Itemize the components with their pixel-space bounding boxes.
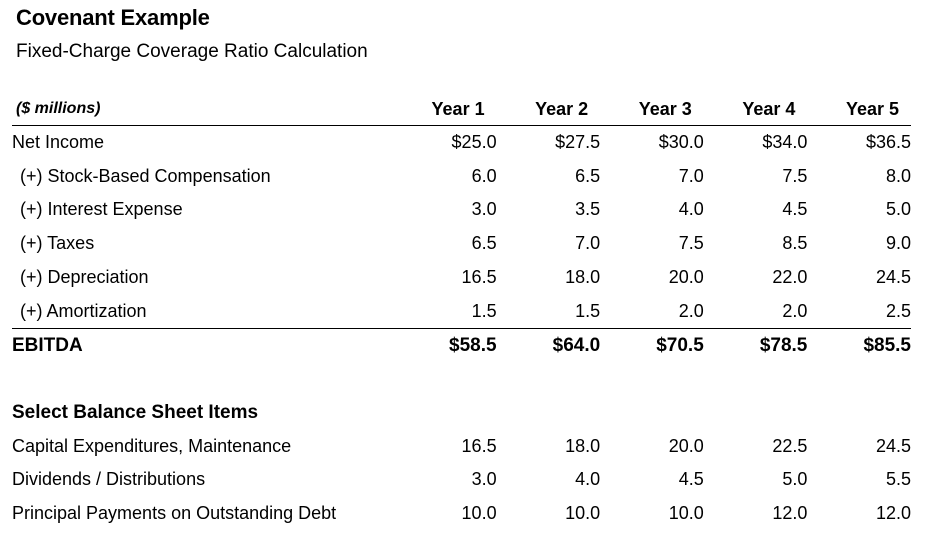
cell-value: 10.0 — [668, 503, 704, 524]
section-title: Select Balance Sheet Items — [12, 401, 259, 423]
table-row: (+) Interest Expense 3.0 3.5 4.0 4.5 5.0 — [12, 193, 911, 227]
cell-value: 4.5 — [782, 199, 808, 220]
units-label: ($ millions) — [12, 93, 393, 126]
cell-value: 3.5 — [575, 199, 601, 220]
table-row: (+) Amortization 1.5 1.5 2.0 2.0 2.5 — [12, 295, 911, 329]
cell-value: 3.0 — [471, 199, 497, 220]
section-heading-row: Select Balance Sheet Items — [12, 396, 911, 430]
row-label: Capital Expenditures, Maintenance — [12, 435, 292, 456]
cell-value: 1.5 — [575, 300, 601, 321]
cell-value: 6.5 — [471, 233, 497, 254]
cell-value: 18.0 — [565, 435, 601, 456]
total-value: $58.5 — [393, 328, 497, 363]
cell-value: 4.5 — [678, 469, 704, 490]
year-header: Year 4 — [703, 93, 808, 126]
row-label: (+) Taxes — [20, 233, 95, 254]
cell-value: 16.5 — [461, 266, 497, 287]
row-label: Principal Payments on Outstanding Debt — [12, 503, 337, 524]
total-value: $64.0 — [496, 328, 601, 363]
cell-value: 12.0 — [875, 503, 911, 524]
cell-value: 2.5 — [885, 300, 911, 321]
table-row: Principal Payments on Outstanding Debt 1… — [12, 497, 911, 531]
cell-value: 20.0 — [668, 266, 704, 287]
spacer-row — [12, 363, 911, 396]
cell-value: 4.0 — [678, 199, 704, 220]
cell-value: 5.5 — [885, 469, 911, 490]
cell-value: 7.5 — [678, 233, 704, 254]
cell-value: 4.0 — [575, 469, 601, 490]
table-row: Net Income $25.0 $27.5 $30.0 $34.0 $36.5 — [12, 126, 911, 160]
table-row: (+) Taxes 6.5 7.0 7.5 8.5 9.0 — [12, 227, 911, 261]
cell-value: 20.0 — [668, 435, 704, 456]
table-row: Dividends / Distributions 3.0 4.0 4.5 5.… — [12, 463, 911, 497]
cell-value: 7.0 — [678, 165, 704, 186]
row-label: (+) Depreciation — [20, 266, 149, 287]
cell-value: 7.0 — [575, 233, 601, 254]
row-label: Dividends / Distributions — [12, 469, 206, 490]
row-label: Net Income — [12, 132, 105, 152]
cell-value: 2.0 — [782, 300, 808, 321]
cell-value: 6.0 — [471, 165, 497, 186]
cell-value: 2.0 — [678, 300, 704, 321]
cell-value: $25.0 — [451, 132, 497, 152]
page-subtitle: Fixed-Charge Coverage Ratio Calculation — [16, 41, 368, 62]
cell-value: 6.5 — [575, 165, 601, 186]
cell-value: 9.0 — [885, 233, 911, 254]
cell-value: 8.5 — [782, 233, 808, 254]
table-row: Capital Expenditures, Maintenance 16.5 1… — [12, 430, 911, 464]
total-value: $85.5 — [807, 328, 911, 363]
row-label: (+) Interest Expense — [20, 199, 183, 220]
cell-value: 5.0 — [782, 469, 808, 490]
cell-value: 22.5 — [772, 435, 808, 456]
table-row: (+) Depreciation 16.5 18.0 20.0 22.0 24.… — [12, 261, 911, 295]
total-value: $70.5 — [600, 328, 704, 363]
cell-value: 10.0 — [565, 503, 601, 524]
cell-value: 8.0 — [885, 165, 911, 186]
table-row: (+) Stock-Based Compensation 6.0 6.5 7.0… — [12, 160, 911, 194]
ebitda-total-row: EBITDA $58.5 $64.0 $70.5 $78.5 $85.5 — [12, 328, 911, 363]
cell-value: 18.0 — [565, 266, 601, 287]
year-header: Year 3 — [600, 93, 704, 126]
cell-value: $27.5 — [555, 132, 601, 152]
cell-value: $34.0 — [762, 132, 808, 152]
row-label: (+) Amortization — [20, 300, 147, 321]
row-label: EBITDA — [12, 328, 393, 363]
year-header: Year 1 — [393, 93, 497, 126]
cell-value: $30.0 — [658, 132, 704, 152]
page-title: Covenant Example — [16, 5, 210, 30]
year-header: Year 5 — [807, 93, 911, 126]
total-value: $78.5 — [703, 328, 808, 363]
cell-value: 5.0 — [885, 199, 911, 220]
year-header: Year 2 — [496, 93, 601, 126]
cell-value: 24.5 — [875, 266, 911, 287]
cell-value: 22.0 — [772, 266, 808, 287]
cell-value: 3.0 — [471, 469, 497, 490]
cell-value: 16.5 — [461, 435, 497, 456]
covenant-table: ($ millions) Year 1 Year 2 Year 3 Year 4… — [12, 93, 911, 531]
table-header-row: ($ millions) Year 1 Year 2 Year 3 Year 4… — [12, 93, 911, 126]
cell-value: $36.5 — [865, 132, 911, 152]
cell-value: 12.0 — [772, 503, 808, 524]
row-label: (+) Stock-Based Compensation — [20, 165, 271, 186]
cell-value: 24.5 — [875, 435, 911, 456]
cell-value: 10.0 — [461, 503, 497, 524]
cell-value: 1.5 — [471, 300, 497, 321]
cell-value: 7.5 — [782, 165, 808, 186]
